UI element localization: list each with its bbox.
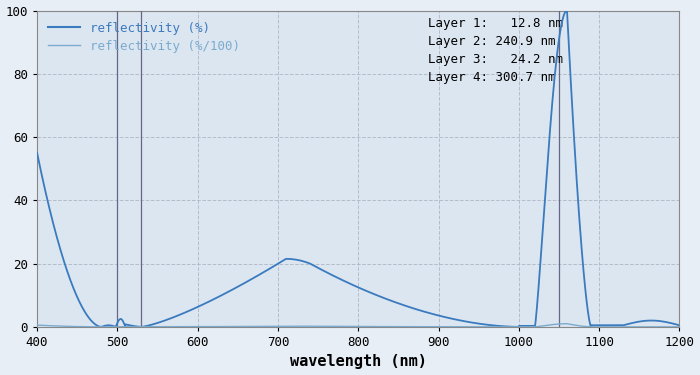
reflectivity (%/100) bbox=[676, 325, 684, 329]
reflectivity (%/100) bbox=[279, 324, 288, 328]
reflectivity (%) bbox=[563, 8, 571, 13]
reflectivity (%) bbox=[676, 323, 684, 327]
reflectivity (%/100) bbox=[33, 323, 41, 327]
reflectivity (%) bbox=[307, 262, 316, 267]
reflectivity (%/100) bbox=[563, 321, 571, 326]
Line: reflectivity (%/100): reflectivity (%/100) bbox=[37, 324, 680, 327]
reflectivity (%/100) bbox=[594, 325, 602, 329]
reflectivity (%) bbox=[279, 258, 288, 263]
reflectivity (%) bbox=[106, 323, 115, 328]
reflectivity (%/100) bbox=[106, 325, 115, 329]
reflectivity (%/100) bbox=[307, 324, 316, 328]
reflectivity (%/100) bbox=[514, 325, 523, 329]
reflectivity (%) bbox=[663, 320, 671, 324]
reflectivity (%) bbox=[33, 151, 41, 155]
reflectivity (%) bbox=[144, 323, 153, 328]
reflectivity (%/100) bbox=[144, 325, 153, 329]
Text: Layer 1:   12.8 nm
Layer 2: 240.9 nm
Layer 3:   24.2 nm
Layer 4: 300.7 nm: Layer 1: 12.8 nm Layer 2: 240.9 nm Layer… bbox=[428, 17, 563, 84]
Line: reflectivity (%): reflectivity (%) bbox=[37, 10, 680, 327]
reflectivity (%/100) bbox=[663, 325, 671, 329]
Legend: reflectivity (%), reflectivity (%/100): reflectivity (%), reflectivity (%/100) bbox=[43, 17, 244, 58]
reflectivity (%) bbox=[594, 323, 602, 327]
reflectivity (%) bbox=[514, 325, 523, 329]
X-axis label: wavelength (nm): wavelength (nm) bbox=[290, 354, 427, 369]
